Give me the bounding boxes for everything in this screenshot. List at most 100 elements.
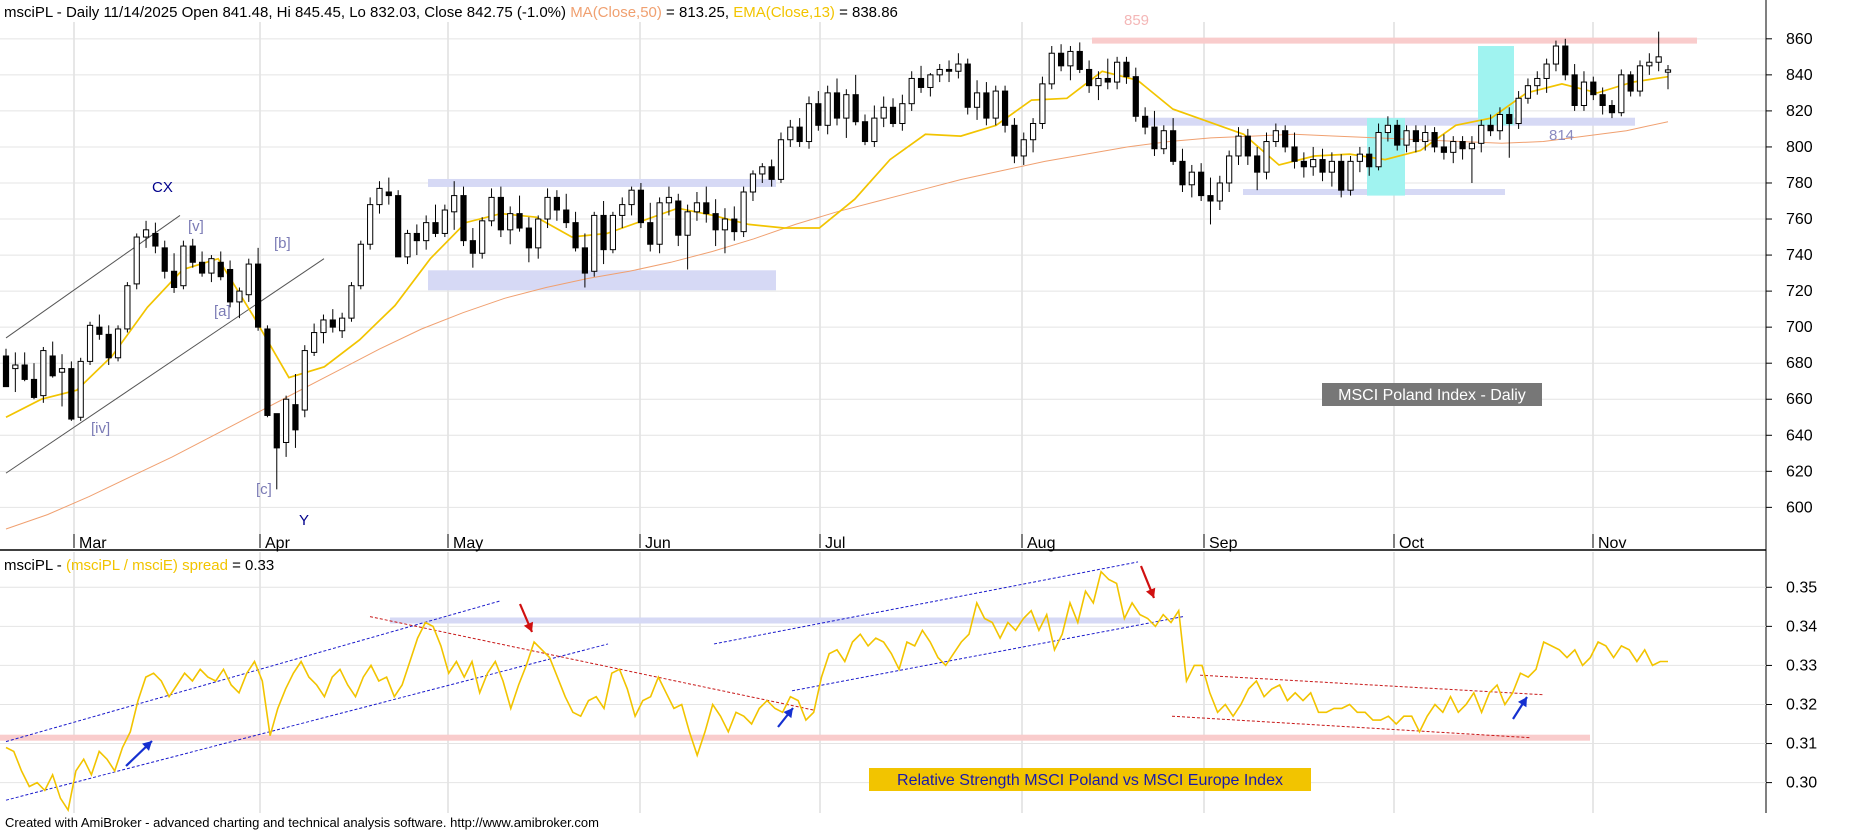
candle-body-down	[1431, 132, 1438, 148]
ma-50-line	[5, 121, 1669, 530]
candle	[805, 96, 813, 149]
candle-body-down	[432, 222, 439, 234]
candle-body-up	[357, 243, 364, 287]
price-y-tick-label: 860	[1786, 31, 1813, 48]
candle-body-down	[712, 213, 719, 231]
candle-body-up	[12, 364, 19, 370]
candle	[777, 132, 785, 183]
spread-y-tick-label: 0.30	[1786, 775, 1817, 792]
candle-body-down	[889, 106, 897, 125]
candle-body-down	[1562, 45, 1569, 76]
wave-label-iv: [iv]	[91, 420, 110, 437]
candle	[1487, 114, 1494, 137]
spread-label: (msciPL / msciE) spread	[66, 557, 228, 574]
candle-body-up	[1403, 130, 1410, 146]
candle	[1226, 150, 1233, 192]
candle	[1515, 91, 1522, 129]
candle	[1263, 132, 1270, 180]
candle	[413, 224, 420, 256]
candle	[1664, 65, 1672, 90]
trend-channel-1-lower	[5, 643, 609, 801]
candle	[124, 282, 131, 333]
candle	[983, 82, 990, 126]
candle	[731, 206, 738, 241]
candle	[77, 357, 84, 421]
candle	[1506, 107, 1513, 158]
candle	[1048, 46, 1055, 90]
candle-body-down	[1254, 155, 1261, 173]
candle-body-up	[693, 202, 701, 213]
candle	[1571, 64, 1578, 111]
candle-body-up	[777, 139, 785, 180]
candle	[992, 85, 999, 126]
spread-channels	[5, 561, 1544, 801]
candle	[339, 312, 346, 338]
candle-body-down	[1394, 124, 1401, 146]
candle-body-down	[395, 195, 402, 258]
candle-body-up	[1095, 77, 1102, 87]
candle	[1384, 116, 1391, 142]
candle	[423, 215, 430, 250]
candle	[460, 186, 467, 247]
signal-arrows	[125, 565, 1528, 767]
candle-body-down	[768, 166, 775, 180]
candle	[1039, 76, 1046, 129]
spread-y-tick-label: 0.34	[1786, 618, 1817, 635]
candle	[936, 64, 943, 83]
price-y-tick-label: 820	[1786, 103, 1813, 120]
candle-body-up	[1216, 182, 1223, 202]
candle-body-up	[656, 202, 663, 245]
candle-body-down	[469, 240, 476, 254]
candle-body-up	[1029, 123, 1037, 141]
candle-body-down	[1011, 124, 1018, 157]
wave-label-b: [b]	[274, 235, 291, 252]
candle	[908, 71, 915, 111]
candle	[1076, 42, 1083, 74]
candle-body-down	[1627, 74, 1634, 92]
trend-channel-2-upper	[713, 561, 1139, 645]
candle-body-down	[637, 189, 645, 224]
ma-label: MA(Close,50)	[570, 4, 662, 21]
candle	[553, 190, 560, 221]
candle	[1095, 71, 1102, 101]
candle-body-down	[385, 191, 392, 197]
price-title-box	[1322, 383, 1542, 406]
candle-body-down	[1132, 76, 1139, 117]
candle-body-up	[339, 317, 346, 332]
candle-body-up	[973, 92, 981, 108]
candle-body-down	[572, 222, 579, 249]
candle-body-up	[1020, 139, 1027, 157]
candle	[451, 181, 458, 230]
candle	[824, 85, 831, 135]
candle	[142, 220, 150, 248]
candle-body-up	[1263, 141, 1270, 173]
candle-body-up	[1422, 132, 1429, 143]
candle	[1347, 155, 1354, 196]
candle	[1151, 110, 1158, 156]
candle-body-up	[1067, 50, 1074, 67]
candle-body-down	[1440, 146, 1448, 153]
candle	[320, 314, 327, 344]
candle	[432, 204, 439, 238]
candle-body-down	[273, 413, 280, 449]
candle-body-down	[600, 214, 607, 251]
candle	[1020, 132, 1027, 165]
candle	[348, 282, 355, 322]
candle-body-up	[936, 68, 943, 76]
price-y-tick-label: 660	[1786, 391, 1813, 408]
spread-pane: 0.30 0.31 0.32 0.33 0.34 0.35 msciPL - (msciP…	[0, 552, 1817, 813]
candle	[703, 186, 710, 223]
candle-body-down	[1207, 195, 1214, 202]
candle-body-up	[843, 94, 850, 119]
wave-label-c: [c]	[256, 481, 272, 498]
spread-y-tick-label: 0.31	[1786, 736, 1817, 753]
candle	[1450, 136, 1457, 164]
candle-body-down	[161, 247, 168, 272]
month-label: Oct	[1399, 535, 1424, 552]
candle-body-down	[198, 261, 206, 274]
candle	[1543, 58, 1550, 93]
price-y-tick-label: 800	[1786, 139, 1813, 156]
candle	[86, 321, 94, 365]
candle-body-up	[1515, 97, 1522, 125]
candle	[889, 98, 897, 128]
